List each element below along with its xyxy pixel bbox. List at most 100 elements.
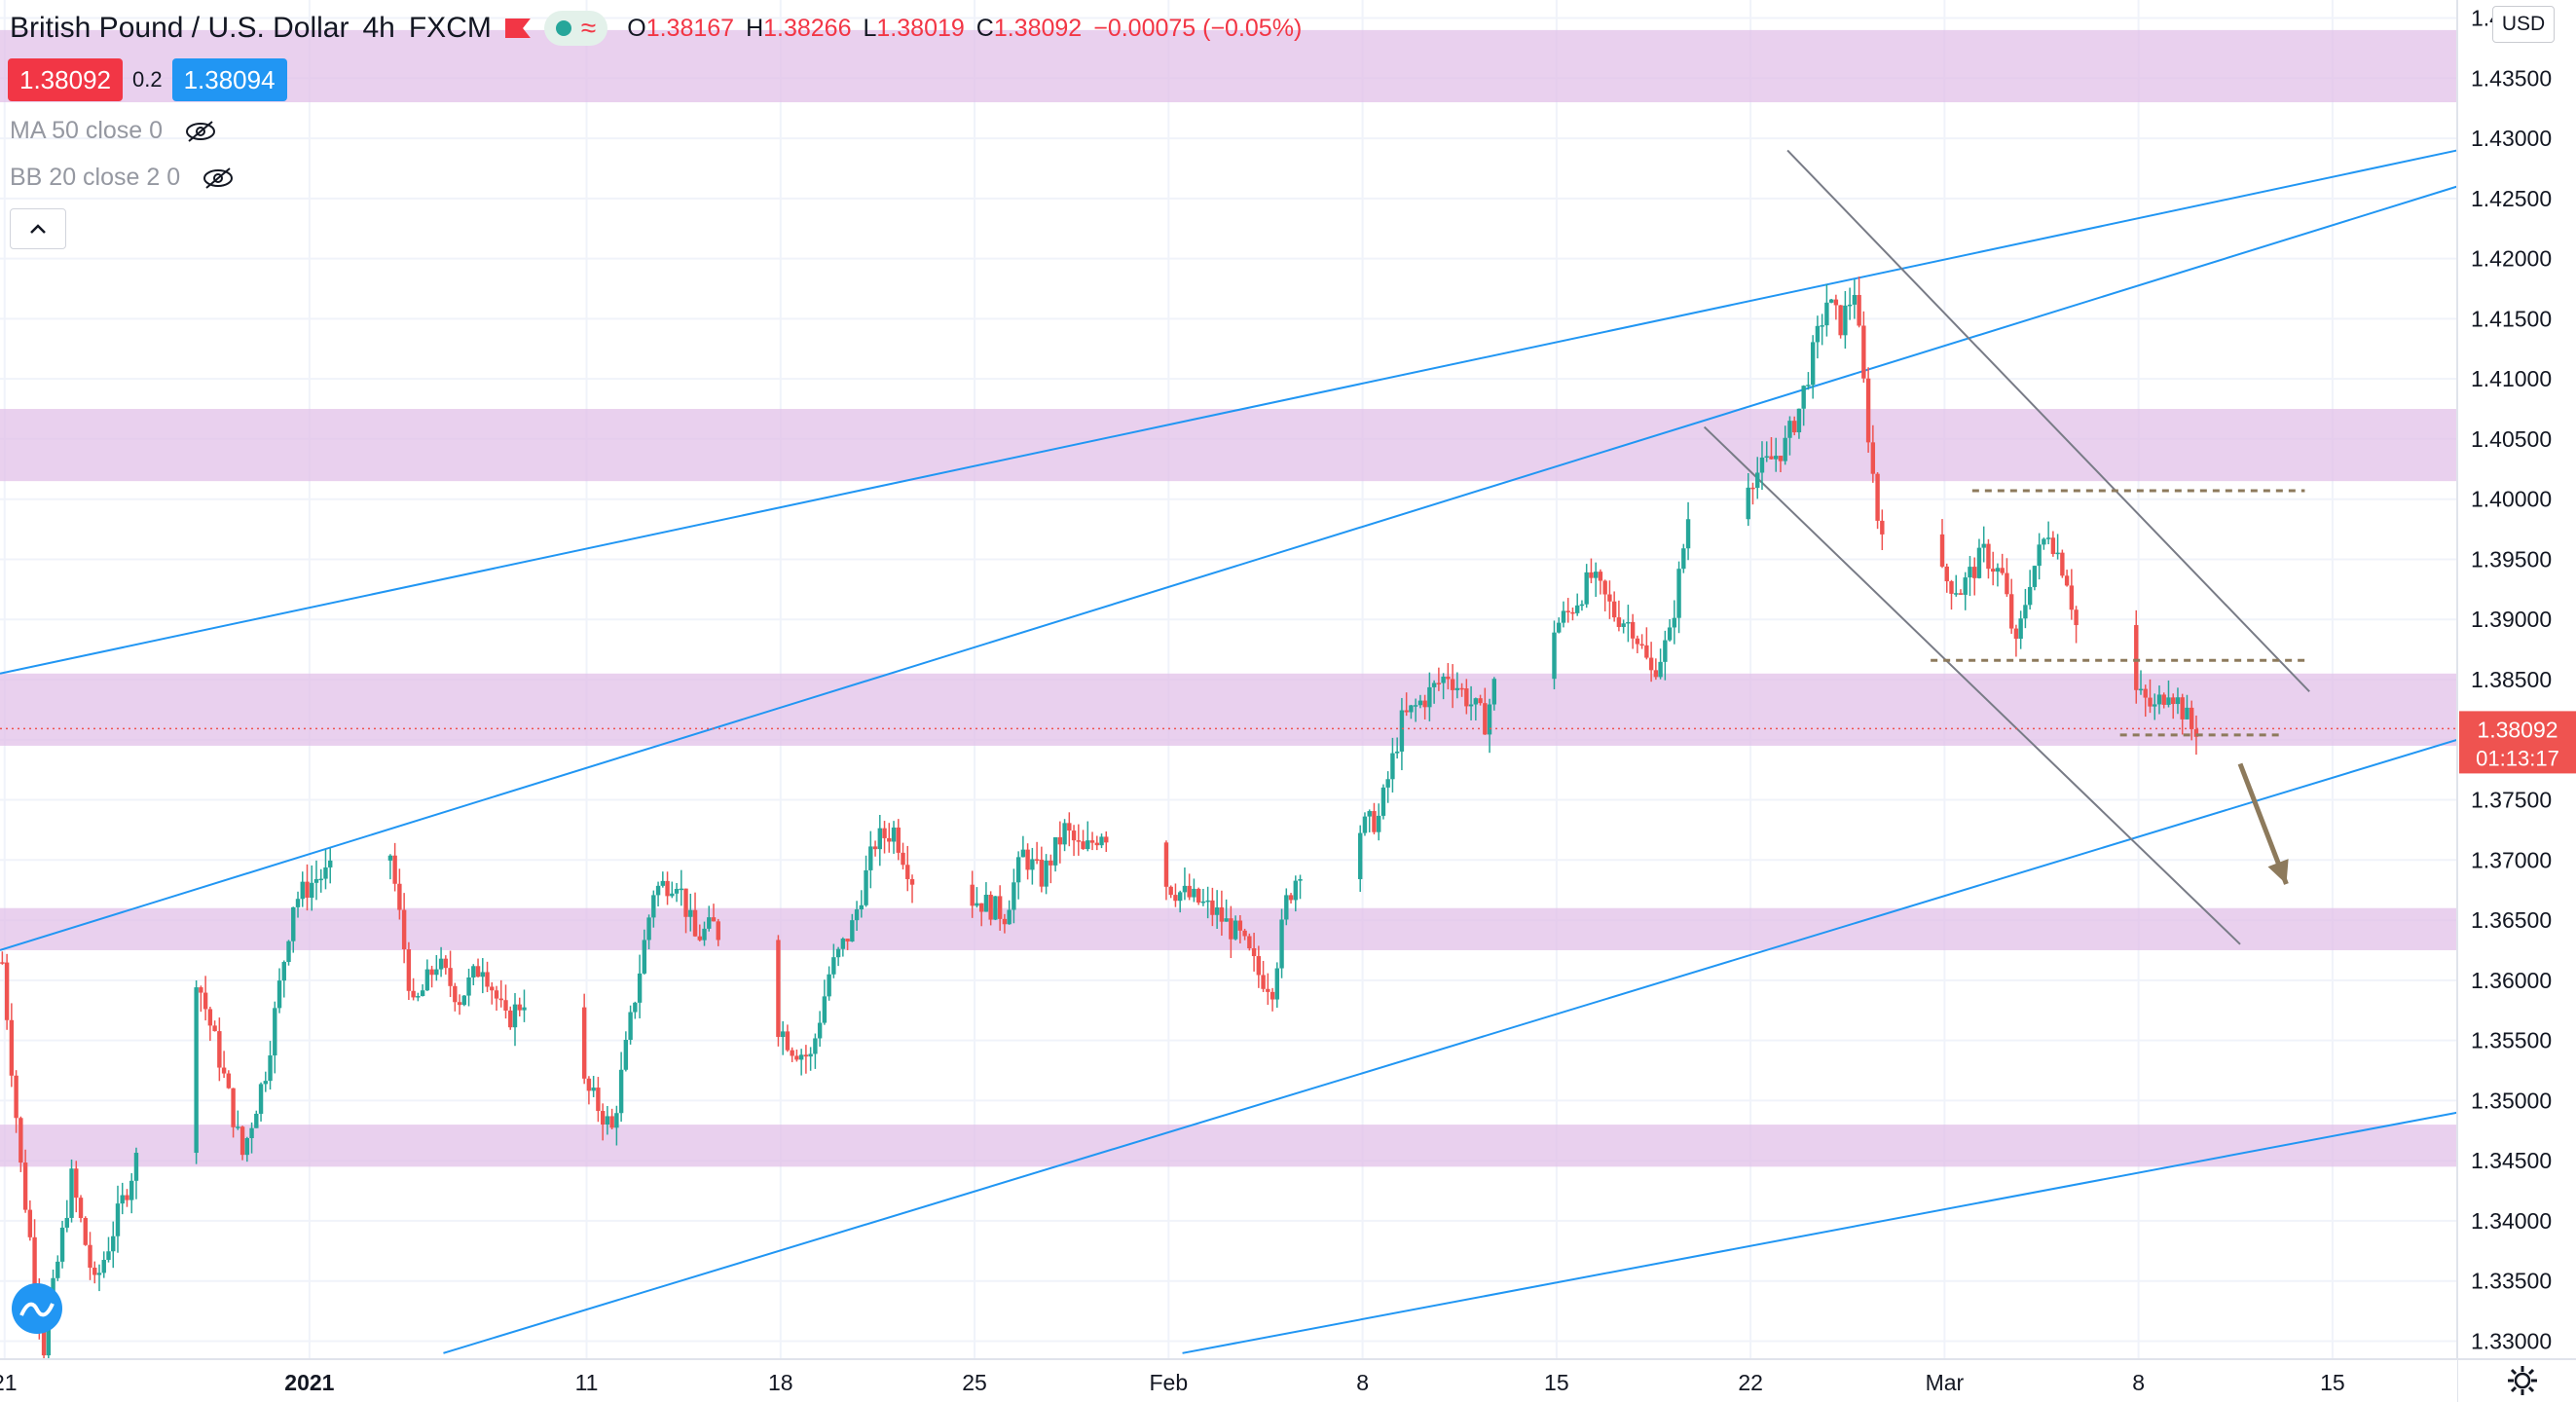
- candle-body: [1491, 679, 1497, 705]
- candle-body: [1880, 520, 1885, 535]
- candle-body: [199, 987, 203, 993]
- indicator-ma[interactable]: MA 50 close 0: [10, 117, 217, 145]
- candle-body: [887, 837, 892, 842]
- candle-body: [1464, 688, 1469, 707]
- candle-body: [1441, 676, 1446, 683]
- candle-body: [1648, 657, 1654, 671]
- wave-icon: ≈: [580, 13, 597, 43]
- candle-body: [785, 1031, 791, 1051]
- candle-body: [1404, 710, 1409, 713]
- candle-body: [2171, 697, 2176, 705]
- symbol-title[interactable]: British Pound / U.S. Dollar: [10, 12, 350, 44]
- candle-body: [1044, 860, 1049, 887]
- candle-body: [1939, 534, 1945, 567]
- candle-body: [254, 1113, 259, 1128]
- candle-body: [258, 1084, 264, 1114]
- sell-button[interactable]: 1.38092: [8, 58, 123, 101]
- candle-body: [1266, 988, 1270, 992]
- candle-body: [2045, 537, 2051, 539]
- candle-body: [2185, 707, 2190, 719]
- candle-body: [581, 1007, 587, 1079]
- candle-body: [194, 987, 199, 1154]
- candle-body: [1667, 627, 1673, 641]
- eye-hidden-icon[interactable]: [184, 120, 217, 143]
- buy-button[interactable]: 1.38094: [171, 58, 287, 101]
- candle-body: [586, 1078, 592, 1091]
- candle-body: [1579, 604, 1585, 607]
- market-status-pill[interactable]: ≈: [543, 11, 608, 46]
- candle-body: [1399, 710, 1405, 752]
- candle-body: [249, 1127, 254, 1139]
- candle-body: [623, 1039, 629, 1070]
- support-resistance-zone: [0, 1125, 2457, 1167]
- candle-body: [803, 1054, 809, 1057]
- collapse-legend-button[interactable]: [10, 208, 66, 249]
- tradingview-logo-icon[interactable]: [12, 1283, 62, 1334]
- chart-header: British Pound / U.S. Dollar 4h FXCM ≈ O1…: [10, 8, 1302, 49]
- candle-body: [1986, 543, 1991, 570]
- candle-body: [1949, 581, 1954, 594]
- price-axis-bg[interactable]: [2457, 0, 2576, 1359]
- candle-body: [300, 881, 305, 900]
- trade-buttons: 1.38092 0.2 1.38094: [8, 58, 287, 101]
- candle-body: [655, 885, 661, 896]
- flag-icon[interactable]: [504, 18, 531, 38]
- indicator-ma-label: MA 50 close 0: [10, 117, 164, 144]
- candle-body: [1838, 305, 1843, 336]
- candle-body: [226, 1073, 232, 1088]
- candle-body: [1012, 882, 1016, 910]
- settings-gear-icon[interactable]: [2505, 1363, 2540, 1398]
- candle-body: [457, 1002, 462, 1006]
- candle-body: [41, 1320, 47, 1356]
- support-resistance-zone: [0, 29, 2457, 103]
- candle-body: [1049, 860, 1053, 866]
- candle-body: [78, 1198, 84, 1219]
- y-tick-label: 1.35000: [2471, 1088, 2552, 1113]
- candle-body: [1875, 473, 1880, 521]
- candle-body: [1861, 325, 1866, 379]
- candle-body: [2005, 572, 2009, 595]
- candle-body: [1944, 566, 1949, 582]
- candle-body: [808, 1053, 813, 1057]
- candle-body: [1385, 779, 1390, 788]
- candle-body: [69, 1168, 74, 1218]
- candle-body: [1857, 294, 1861, 326]
- indicator-bb[interactable]: BB 20 close 2 0: [10, 164, 235, 192]
- candle-body: [1192, 888, 1196, 898]
- candle-body: [1233, 920, 1238, 940]
- candle-body: [512, 1004, 518, 1028]
- candle-body: [1774, 456, 1779, 460]
- candle-body: [22, 1162, 28, 1210]
- currency-button[interactable]: USD: [2492, 6, 2555, 43]
- candle-body: [970, 884, 975, 906]
- candle-body: [1755, 472, 1760, 489]
- candle-body: [1843, 305, 1848, 336]
- candle-body: [471, 966, 476, 978]
- candle-body: [1820, 325, 1824, 327]
- eye-hidden-icon[interactable]: [202, 166, 235, 190]
- candle-body: [1847, 304, 1853, 307]
- time-axis-bg[interactable]: [0, 1359, 2457, 1402]
- candle-body: [692, 909, 698, 937]
- exchange-label: FXCM: [408, 12, 492, 44]
- candle-body: [111, 1236, 116, 1252]
- y-tick-label: 1.33000: [2471, 1328, 2552, 1353]
- candle-body: [674, 889, 680, 894]
- candle-body: [1828, 299, 1834, 303]
- candle-body: [1274, 968, 1280, 1000]
- candle-body: [1187, 885, 1192, 898]
- candle-body: [1081, 841, 1086, 850]
- candle-body: [231, 1088, 236, 1127]
- candle-body: [286, 941, 291, 963]
- x-tick-label: Mar: [1926, 1370, 1965, 1395]
- candle-body: [901, 852, 905, 866]
- candle-body: [854, 909, 860, 921]
- candle-body: [1487, 704, 1492, 735]
- candle-body: [1367, 811, 1372, 817]
- candle-body: [646, 917, 651, 941]
- interval-label[interactable]: 4h: [362, 12, 395, 44]
- candle-body: [1968, 567, 1972, 578]
- candle-body: [2143, 688, 2148, 698]
- candle-body: [1219, 907, 1225, 922]
